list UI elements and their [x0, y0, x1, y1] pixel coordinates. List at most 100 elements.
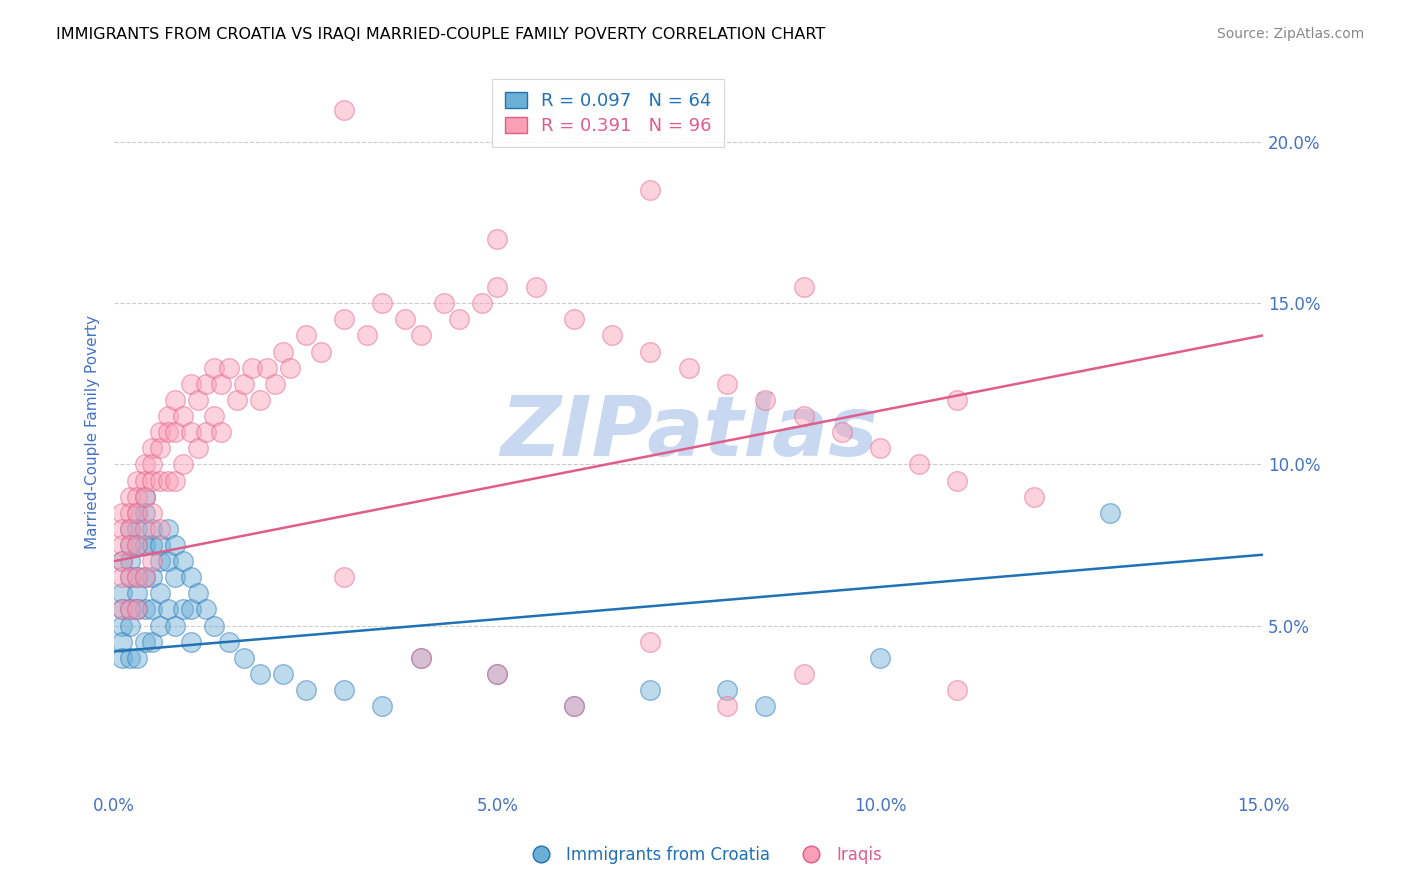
Point	[793, 409, 815, 423]
Point	[180, 570, 202, 584]
Y-axis label: Married-Couple Family Poverty: Married-Couple Family Poverty	[86, 315, 100, 549]
Point	[111, 554, 134, 568]
Point	[209, 376, 232, 391]
Point	[180, 376, 202, 391]
Point	[127, 602, 149, 616]
Point	[249, 392, 271, 407]
Point	[195, 376, 218, 391]
Point	[141, 522, 163, 536]
Point	[869, 442, 891, 456]
Point	[111, 570, 134, 584]
Point	[118, 651, 141, 665]
Point	[249, 667, 271, 681]
Point	[111, 506, 134, 520]
Legend: Immigrants from Croatia, Iraqis: Immigrants from Croatia, Iraqis	[517, 839, 889, 871]
Point	[187, 392, 209, 407]
Point	[486, 232, 509, 246]
Point	[165, 538, 187, 552]
Point	[218, 360, 240, 375]
Point	[134, 634, 156, 648]
Point	[486, 280, 509, 294]
Point	[486, 667, 509, 681]
Point	[371, 699, 394, 714]
Point	[118, 506, 141, 520]
Point	[562, 699, 585, 714]
Point	[118, 538, 141, 552]
Text: IMMIGRANTS FROM CROATIA VS IRAQI MARRIED-COUPLE FAMILY POVERTY CORRELATION CHART: IMMIGRANTS FROM CROATIA VS IRAQI MARRIED…	[56, 27, 825, 42]
Point	[271, 344, 294, 359]
Point	[831, 425, 853, 439]
Point	[134, 506, 156, 520]
Point	[195, 602, 218, 616]
Point	[946, 683, 969, 698]
Point	[118, 538, 141, 552]
Point	[640, 683, 662, 698]
Point	[524, 280, 547, 294]
Point	[294, 683, 316, 698]
Point	[165, 392, 187, 407]
Point	[409, 651, 432, 665]
Point	[118, 554, 141, 568]
Point	[141, 458, 163, 472]
Point	[141, 634, 163, 648]
Point	[678, 360, 700, 375]
Point	[134, 522, 156, 536]
Point	[134, 570, 156, 584]
Point	[716, 699, 738, 714]
Point	[127, 602, 149, 616]
Point	[127, 570, 149, 584]
Point	[187, 586, 209, 600]
Point	[233, 651, 256, 665]
Point	[754, 699, 776, 714]
Point	[118, 522, 141, 536]
Point	[118, 618, 141, 632]
Point	[946, 474, 969, 488]
Point	[141, 554, 163, 568]
Point	[187, 442, 209, 456]
Point	[240, 360, 263, 375]
Point	[111, 538, 134, 552]
Point	[156, 522, 179, 536]
Point	[309, 344, 332, 359]
Point	[180, 602, 202, 616]
Point	[754, 392, 776, 407]
Point	[869, 651, 891, 665]
Point	[134, 570, 156, 584]
Point	[165, 618, 187, 632]
Point	[134, 490, 156, 504]
Point	[127, 538, 149, 552]
Point	[640, 344, 662, 359]
Point	[156, 474, 179, 488]
Point	[141, 602, 163, 616]
Point	[127, 506, 149, 520]
Point	[118, 602, 141, 616]
Point	[149, 442, 172, 456]
Point	[118, 570, 141, 584]
Point	[127, 474, 149, 488]
Point	[333, 570, 356, 584]
Point	[433, 296, 456, 310]
Point	[149, 586, 172, 600]
Point	[640, 634, 662, 648]
Point	[471, 296, 494, 310]
Point	[127, 651, 149, 665]
Point	[111, 554, 134, 568]
Point	[134, 474, 156, 488]
Point	[134, 602, 156, 616]
Point	[333, 312, 356, 326]
Point	[486, 667, 509, 681]
Point	[256, 360, 278, 375]
Point	[134, 538, 156, 552]
Point	[1022, 490, 1045, 504]
Point	[156, 554, 179, 568]
Point	[180, 634, 202, 648]
Point	[149, 522, 172, 536]
Point	[156, 425, 179, 439]
Point	[172, 458, 194, 472]
Point	[127, 506, 149, 520]
Point	[172, 602, 194, 616]
Point	[141, 442, 163, 456]
Point	[141, 538, 163, 552]
Point	[225, 392, 247, 407]
Point	[264, 376, 287, 391]
